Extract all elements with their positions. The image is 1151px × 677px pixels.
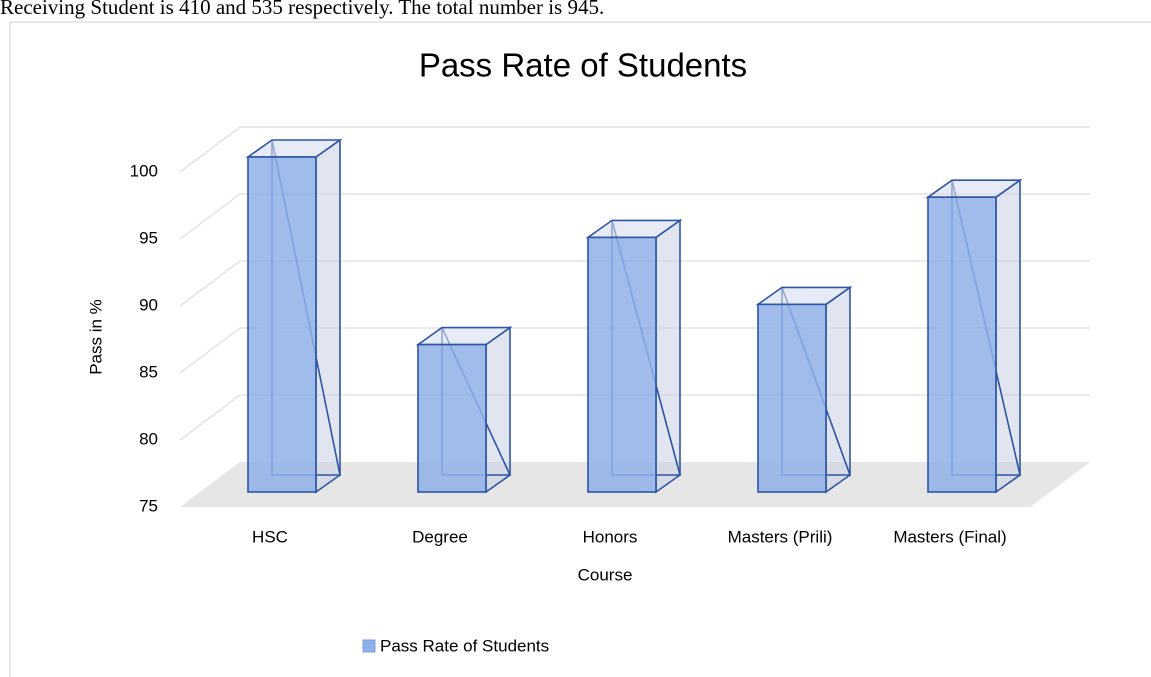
- legend-swatch: [362, 639, 376, 653]
- x-axis-title: Course: [578, 565, 633, 584]
- bar: [417, 343, 487, 493]
- y-tick-label: 90: [139, 295, 158, 314]
- bar-side: [825, 285, 851, 494]
- grid-line: [179, 193, 1090, 240]
- chart-title: Pass Rate of Students: [419, 47, 747, 84]
- bar: [757, 303, 827, 493]
- bar: [927, 196, 997, 493]
- body-text: Receiving Student is 410 and 535 respect…: [0, 0, 604, 19]
- bar: [587, 236, 657, 493]
- y-tick-label: 80: [139, 429, 158, 448]
- bar: [247, 156, 317, 493]
- chart-frame: [9, 21, 1151, 677]
- bar-side: [995, 178, 1021, 494]
- x-tick-label: Masters (Prili): [728, 527, 833, 546]
- bar-side: [655, 218, 681, 494]
- x-tick-label: HSC: [252, 527, 288, 546]
- y-axis-title: Pass in %: [86, 299, 105, 375]
- legend-label: Pass Rate of Students: [380, 636, 549, 655]
- x-tick-label: Degree: [412, 527, 468, 546]
- y-tick-label: 85: [139, 362, 158, 381]
- y-tick-label: 95: [139, 228, 158, 247]
- y-tick-label: 100: [130, 161, 158, 180]
- x-tick-label: Honors: [583, 527, 638, 546]
- grid-line: [179, 126, 1090, 173]
- bar-side: [315, 138, 341, 494]
- grid-line: [179, 260, 1090, 307]
- x-tick-label: Masters (Final): [893, 527, 1006, 546]
- y-tick-label: 75: [139, 496, 158, 515]
